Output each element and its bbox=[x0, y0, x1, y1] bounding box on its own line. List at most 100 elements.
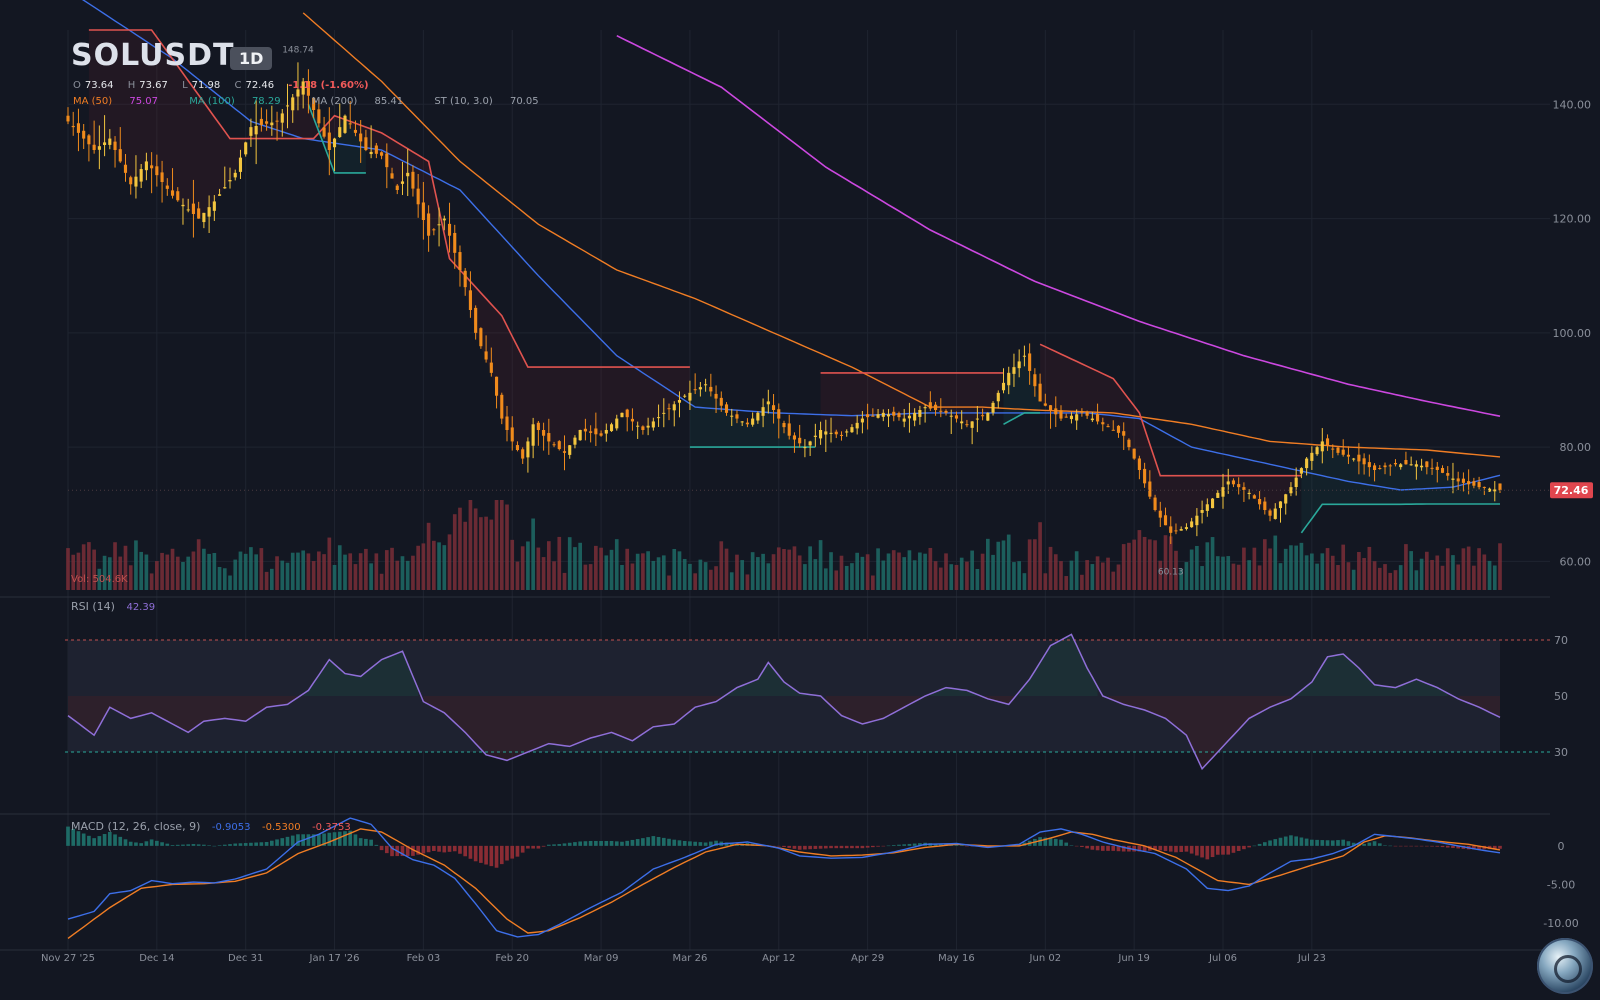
macd-histogram-bar bbox=[604, 840, 609, 846]
x-tick-label: Nov 27 '25 bbox=[41, 953, 95, 964]
volume-bar bbox=[567, 537, 572, 590]
macd-legend[interactable]: MACD (12, 26, close, 9) -0.9053 -0.5300 … bbox=[71, 820, 351, 833]
volume-bar bbox=[505, 504, 509, 590]
macd-histogram-bar bbox=[1132, 845, 1136, 852]
macd-histogram-bar bbox=[829, 845, 833, 849]
volume-bar bbox=[92, 549, 96, 590]
candle-body bbox=[547, 433, 551, 442]
macd-histogram-bar bbox=[938, 843, 943, 846]
macd-label: MACD (12, 26, close, 9) bbox=[71, 820, 201, 833]
macd-histogram-bar bbox=[322, 833, 326, 846]
candle-body bbox=[139, 169, 143, 182]
macd-histogram-bar bbox=[1388, 845, 1393, 847]
macd-histogram-bar bbox=[735, 844, 739, 846]
volume-bar bbox=[1231, 563, 1236, 590]
candle-body bbox=[960, 421, 964, 424]
volume-bar bbox=[745, 574, 750, 590]
volume-bar bbox=[1195, 545, 1199, 590]
macd-histogram-bar bbox=[107, 831, 112, 846]
macd-histogram-bar bbox=[1278, 837, 1283, 846]
legend-ma50[interactable]: MA (50) 75.07 bbox=[73, 96, 172, 107]
macd-histogram-bar bbox=[1393, 845, 1398, 847]
candle-body bbox=[1153, 497, 1157, 510]
rsi-tick-label: 70 bbox=[1554, 634, 1568, 647]
volume-bar bbox=[526, 541, 530, 590]
macd-histogram-bar bbox=[1304, 838, 1309, 846]
volume-bar bbox=[1158, 560, 1163, 590]
macd-histogram-bar bbox=[860, 845, 865, 849]
volume-bar bbox=[1148, 539, 1152, 590]
candle-body bbox=[1425, 461, 1429, 468]
candle-body bbox=[212, 201, 216, 211]
volume-bar bbox=[1492, 565, 1497, 590]
rsi-legend[interactable]: RSI (14) 42.39 bbox=[71, 600, 155, 613]
candle-body bbox=[1237, 484, 1241, 488]
volume-bar bbox=[1472, 565, 1476, 590]
macd-histogram-bar bbox=[494, 845, 499, 868]
legend-ma200[interactable]: MA (200) 85.41 bbox=[312, 96, 417, 107]
candle-body bbox=[792, 435, 797, 440]
candle-body bbox=[1320, 441, 1324, 452]
legend-supertrend[interactable]: ST (10, 3.0) 70.05 bbox=[434, 96, 552, 107]
volume-bar bbox=[426, 522, 431, 590]
volume-bar bbox=[1357, 552, 1361, 590]
macd-histogram-bar bbox=[797, 845, 802, 850]
volume-bar bbox=[306, 553, 311, 590]
candle-body bbox=[630, 418, 634, 422]
macd-histogram-bar bbox=[374, 844, 379, 846]
macd-histogram-bar bbox=[92, 838, 96, 846]
macd-histogram-bar bbox=[1404, 845, 1408, 847]
candle-body bbox=[103, 142, 107, 146]
macd-histogram-bar bbox=[1383, 845, 1387, 846]
macd-histogram-bar bbox=[421, 845, 426, 854]
volume-bar bbox=[337, 545, 342, 590]
volume-bar bbox=[860, 556, 865, 590]
candle-body bbox=[756, 412, 760, 421]
legend-ma50-value: 75.07 bbox=[129, 96, 159, 107]
volume-bar bbox=[1106, 557, 1110, 590]
legend-ma100[interactable]: MA (100) 78.29 bbox=[189, 96, 294, 107]
volume-bar bbox=[1257, 565, 1262, 590]
volume-bar bbox=[327, 537, 332, 590]
candle-body bbox=[1477, 482, 1481, 488]
close-label: C bbox=[234, 80, 242, 91]
macd-histogram-bar bbox=[442, 845, 447, 853]
volume-bar bbox=[1127, 542, 1131, 590]
volume-bar bbox=[1414, 570, 1419, 590]
volume-bar bbox=[1090, 564, 1095, 590]
candle-body bbox=[1467, 481, 1471, 485]
volume-bar bbox=[641, 553, 645, 590]
last-price-tag bbox=[1550, 482, 1593, 499]
volume-bar bbox=[416, 545, 420, 590]
timeframe-badge[interactable]: 1D bbox=[230, 47, 273, 70]
macd-histogram-bar bbox=[280, 838, 285, 846]
macd-histogram-bar bbox=[1236, 845, 1241, 851]
macd-histogram-bar bbox=[954, 845, 959, 846]
volume-bar bbox=[536, 547, 541, 590]
candle-body bbox=[965, 424, 969, 426]
volume-label: Vol: 504.6K bbox=[71, 574, 128, 585]
volume-bar bbox=[1252, 547, 1257, 590]
volume-bar bbox=[1325, 548, 1330, 590]
candle-body bbox=[636, 425, 640, 427]
candle-body bbox=[395, 185, 399, 190]
ma200-line bbox=[616, 34, 1501, 417]
macd-histogram-bar bbox=[661, 837, 666, 846]
volume-bar bbox=[823, 568, 828, 590]
change-value: -1.18 (-1.60%) bbox=[288, 80, 369, 91]
volume-bar bbox=[923, 553, 927, 590]
candle-body bbox=[406, 172, 410, 177]
macd-histogram-bar bbox=[165, 843, 170, 846]
candle-body bbox=[766, 401, 770, 405]
volume-bar bbox=[1445, 548, 1450, 590]
volume-bar bbox=[66, 548, 70, 590]
candle-body bbox=[479, 328, 483, 347]
macd-histogram-bar bbox=[1299, 837, 1304, 846]
macd-histogram-bar bbox=[688, 841, 692, 846]
volume-bar bbox=[384, 550, 389, 590]
volume-bar bbox=[865, 554, 870, 590]
macd-histogram-bar bbox=[1336, 840, 1340, 846]
volume-bar bbox=[808, 546, 812, 590]
